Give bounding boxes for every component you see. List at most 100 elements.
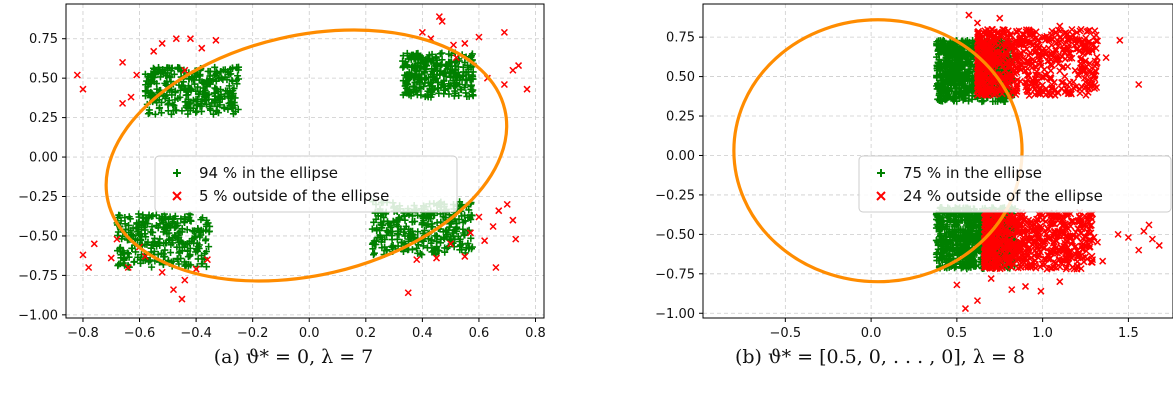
outside-point — [974, 78, 982, 86]
inside-point — [154, 250, 162, 258]
outside-point — [79, 85, 87, 93]
outside-point — [1073, 40, 1081, 48]
outside-point — [1011, 70, 1019, 78]
outside-point — [1091, 75, 1099, 83]
inside-point — [136, 236, 144, 244]
y-tick-label: −0.25 — [655, 188, 695, 203]
outside-point — [1145, 221, 1153, 229]
inside-point — [439, 69, 447, 77]
inside-point — [952, 212, 960, 220]
outside-point — [1007, 263, 1016, 271]
outside-point — [212, 36, 220, 44]
outside-point — [978, 80, 986, 88]
inside-point — [157, 249, 165, 257]
inside-point — [402, 81, 410, 89]
outside-point — [1043, 230, 1051, 238]
y-tick-label: −1.00 — [18, 308, 58, 323]
outside-point — [976, 34, 984, 42]
outside-point — [1065, 41, 1073, 49]
inside-point — [429, 59, 437, 67]
outside-point — [1091, 67, 1099, 75]
outside-point — [1085, 85, 1093, 93]
outside-point — [1040, 88, 1048, 96]
outside-point — [181, 66, 189, 74]
outside-point — [983, 45, 991, 53]
outside-point — [1055, 38, 1063, 46]
legend-label-inside: 75 % in the ellipse — [903, 164, 1042, 182]
x-tick-label: 1.5 — [1118, 326, 1139, 340]
inside-point — [453, 223, 461, 231]
outside-point — [975, 85, 983, 93]
inside-point — [941, 63, 949, 71]
inside-point — [174, 236, 182, 244]
inside-point — [438, 49, 446, 57]
inside-point — [395, 214, 403, 222]
outside-point — [461, 252, 469, 260]
inside-point — [224, 69, 232, 77]
outside-point — [1025, 58, 1033, 66]
inside-point — [428, 85, 436, 93]
inside-point — [192, 233, 200, 241]
outside-point — [1029, 60, 1037, 68]
outside-point — [984, 238, 992, 246]
outside-point — [989, 87, 997, 95]
inside-point — [462, 69, 470, 77]
outside-point — [1059, 256, 1067, 264]
y-tick-label: 0.00 — [666, 149, 695, 164]
inside-point — [934, 239, 942, 247]
inside-point — [947, 80, 955, 88]
y-tick-label: −0.25 — [18, 190, 58, 205]
inside-point — [960, 246, 968, 254]
x-tick-label: −0.5 — [770, 326, 802, 340]
outside-point — [988, 264, 996, 272]
outside-point — [1083, 216, 1091, 225]
outside-point — [512, 235, 520, 243]
inside-point — [399, 52, 407, 60]
outside-point — [973, 297, 981, 305]
outside-point — [1035, 43, 1043, 51]
outside-point — [1048, 81, 1056, 89]
outside-point — [1031, 75, 1040, 83]
outside-point — [1019, 30, 1027, 38]
inside-point — [457, 86, 465, 94]
inside-point — [126, 215, 134, 223]
inside-point — [205, 227, 213, 235]
inside-point — [463, 92, 471, 100]
outside-point — [1006, 30, 1014, 38]
inside-point — [220, 104, 228, 112]
inside-point — [420, 227, 428, 235]
outside-point — [1017, 60, 1025, 68]
inside-point — [418, 251, 426, 259]
outside-point — [85, 263, 93, 272]
inside-point — [212, 68, 220, 76]
inside-point — [441, 248, 449, 256]
outside-point — [492, 263, 500, 272]
inside-point — [967, 236, 975, 244]
legend-box — [858, 155, 1172, 213]
inside-point — [933, 42, 941, 50]
outside-point — [974, 28, 982, 36]
legend-label-inside: 94 % in the ellipse — [199, 164, 338, 182]
outside-point — [1056, 263, 1064, 271]
inside-point — [170, 102, 178, 110]
inside-point — [183, 226, 191, 234]
inside-point — [149, 70, 157, 78]
inside-point — [181, 262, 189, 270]
inside-point — [945, 76, 953, 84]
inside-point — [165, 99, 173, 107]
outside-point — [1067, 217, 1075, 225]
inside-point — [432, 62, 440, 70]
outside-point — [1021, 221, 1029, 229]
inside-point — [455, 215, 463, 223]
outside-point — [1069, 84, 1077, 92]
inside-point — [426, 82, 434, 90]
inside-point — [944, 93, 952, 101]
inside-point — [460, 231, 468, 239]
inside-point — [997, 96, 1005, 104]
inside-point — [939, 223, 947, 231]
outside-point — [1059, 247, 1067, 255]
outside-point — [1017, 238, 1025, 246]
inside-point — [458, 240, 466, 248]
inside-point — [202, 96, 210, 104]
inside-point — [148, 89, 156, 97]
